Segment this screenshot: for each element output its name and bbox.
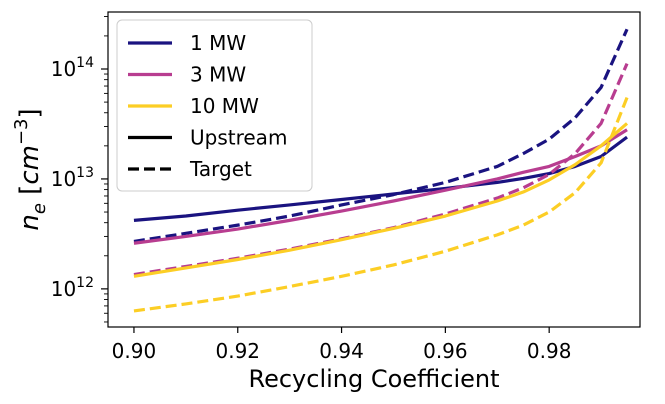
legend-box xyxy=(116,19,313,192)
x-tick-label: 0.98 xyxy=(527,339,572,363)
x-axis-label: Recycling Coefficient xyxy=(248,365,499,393)
axes: 0.90 0.92 0.94 0.96 0.98 1012 1013 1014 Recyclin… xyxy=(11,11,641,393)
legend-label: 10 MW xyxy=(190,94,259,118)
series-line-3-mw-upstream xyxy=(133,128,628,245)
legend: 1 MW 3 MW 10 MW Upstream Target xyxy=(116,19,313,192)
series-line-10-mw-target xyxy=(133,96,629,313)
y-tick-label: 1013 xyxy=(51,165,94,191)
x-tick-label: 0.96 xyxy=(423,339,468,363)
legend-label: Target xyxy=(189,157,252,181)
x-tick-label: 0.94 xyxy=(319,339,364,363)
x-tick-label: 0.90 xyxy=(112,339,157,363)
legend-label: Upstream xyxy=(190,126,287,150)
series-line-1-mw-target xyxy=(133,28,629,244)
legend-label: 3 MW xyxy=(190,63,246,87)
axes-frame xyxy=(107,11,641,328)
legend-label: 1 MW xyxy=(190,31,246,55)
series-lines xyxy=(133,28,629,313)
y-tick-label: 1014 xyxy=(51,55,94,81)
series-line-10-mw-upstream xyxy=(133,122,629,278)
x-tick-label: 0.92 xyxy=(215,339,260,363)
y-tick-label: 1012 xyxy=(51,275,94,301)
y-axis-label: ne [cm−3] xyxy=(11,108,50,230)
